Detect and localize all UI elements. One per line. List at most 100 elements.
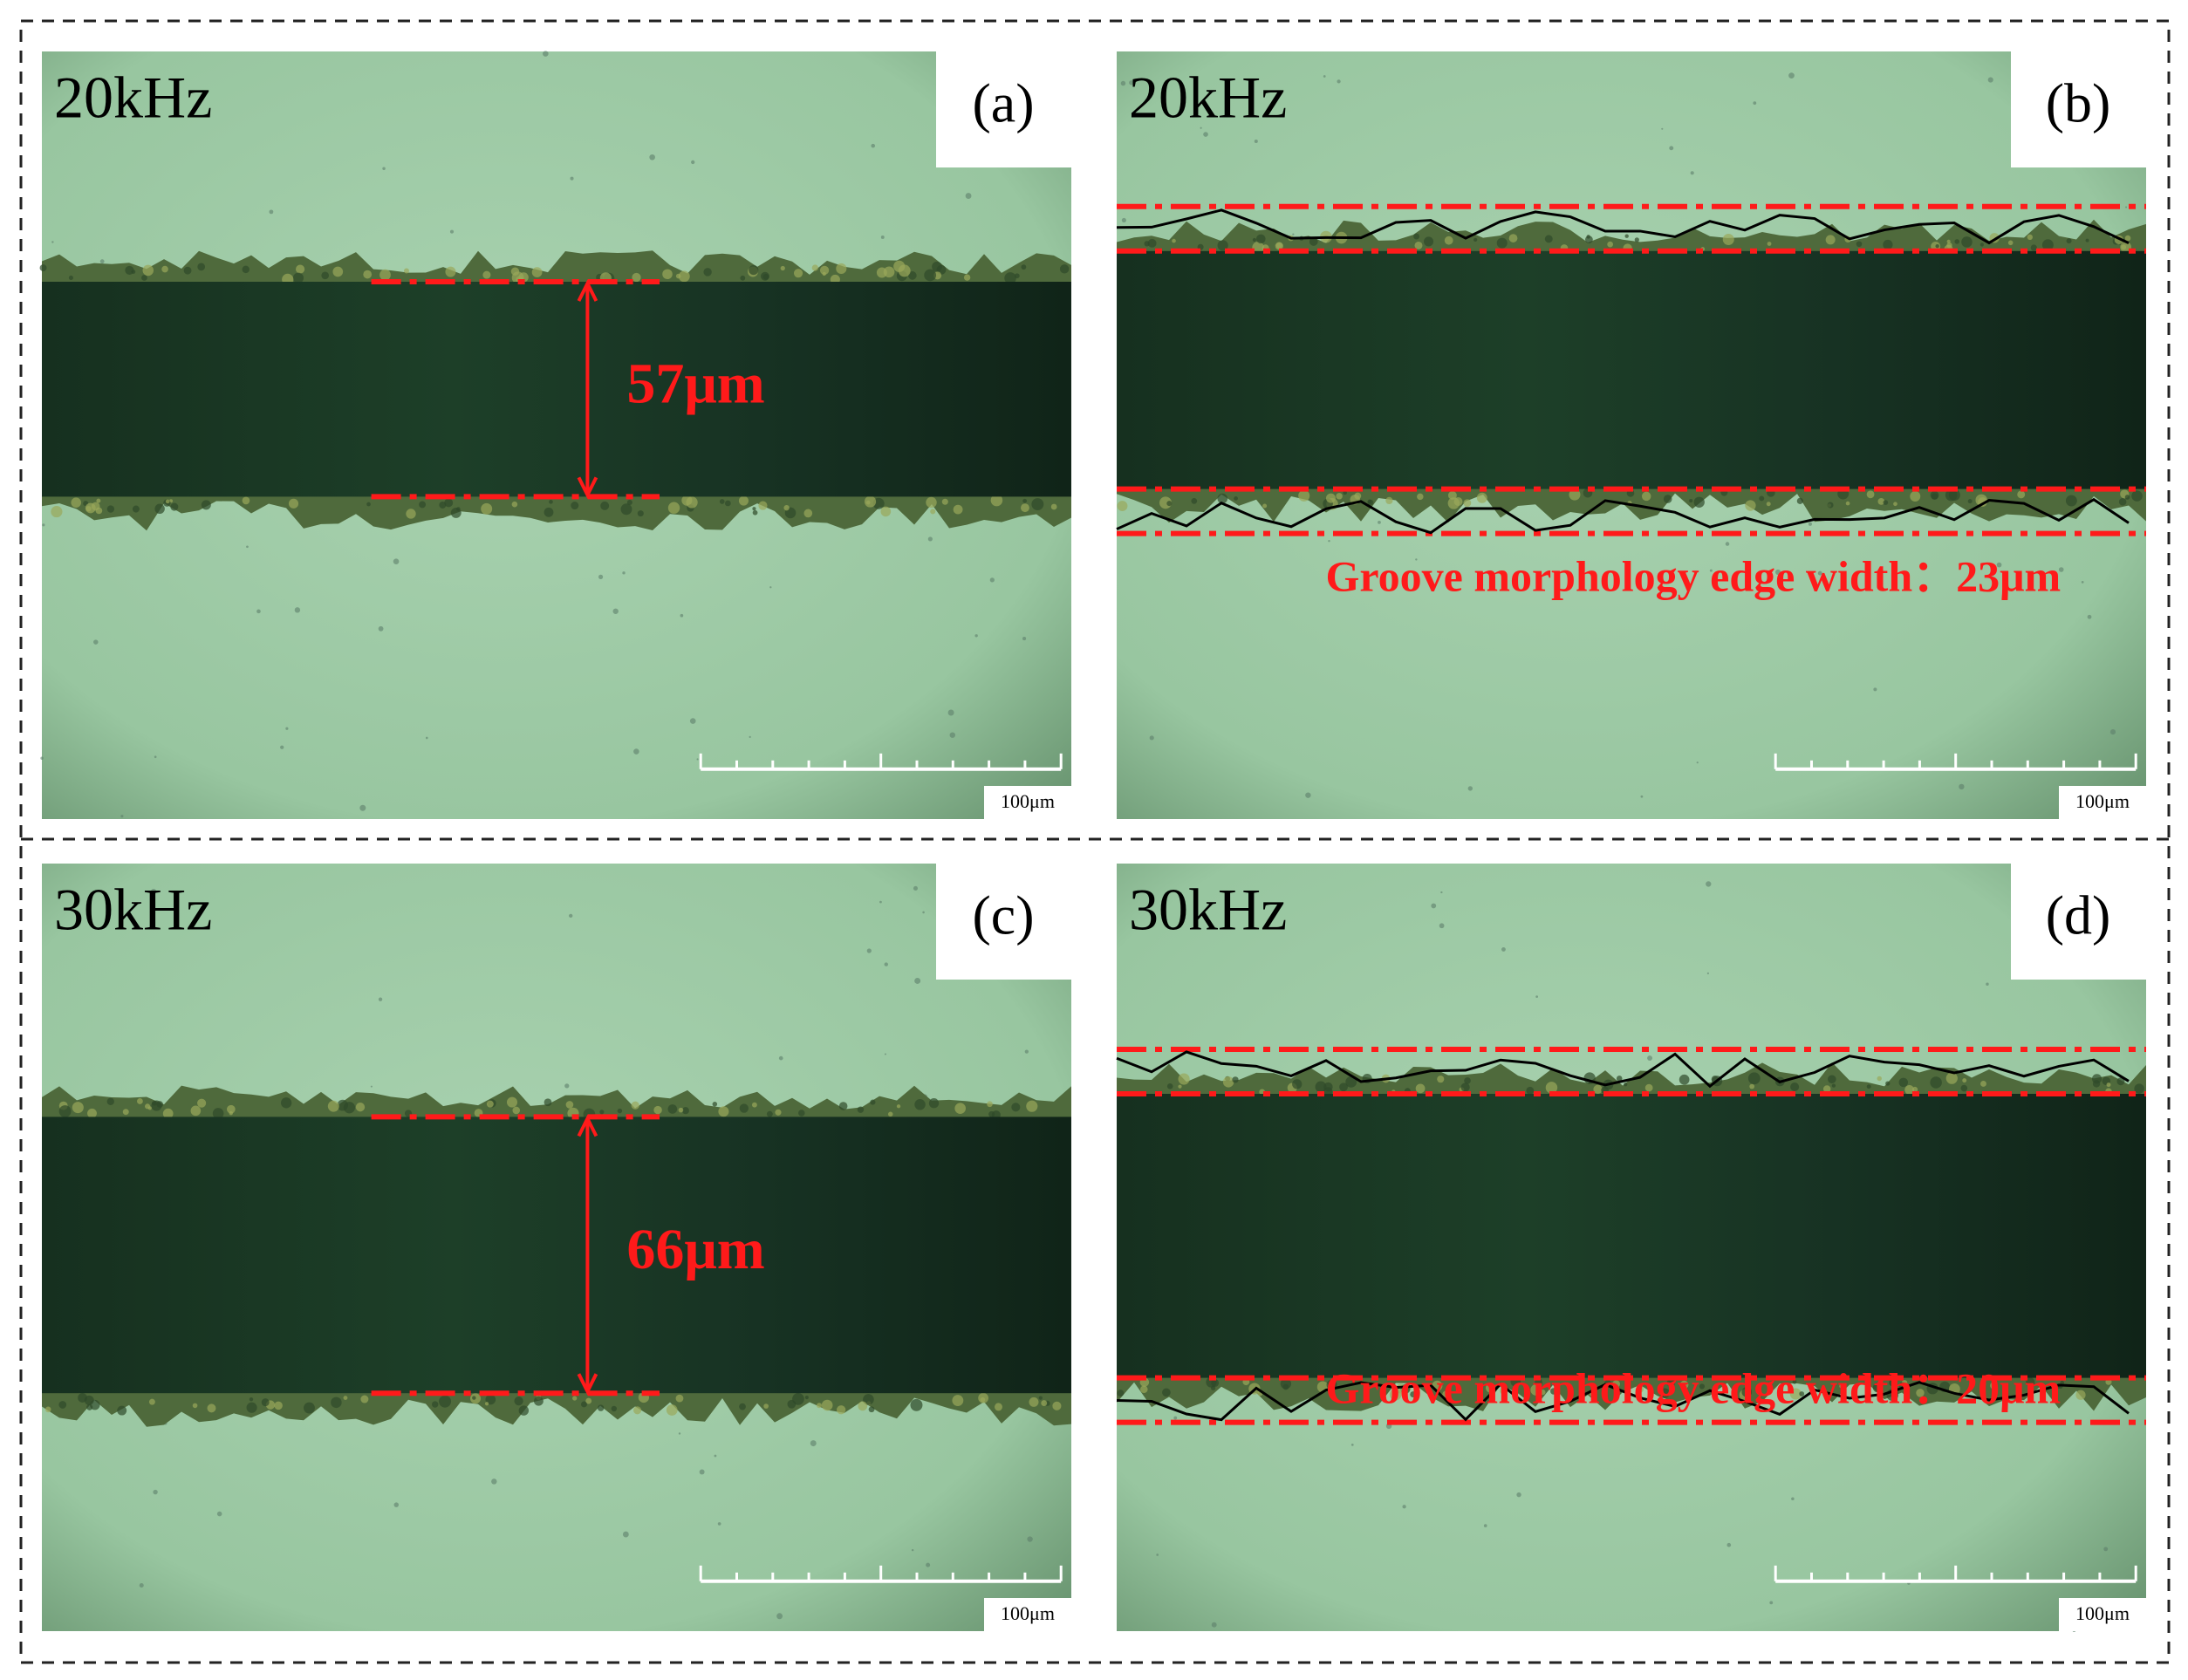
- panel-label-box: [2011, 864, 2146, 980]
- debris-grain: [261, 1398, 270, 1407]
- panel-label-box: [936, 864, 1071, 980]
- speck: [769, 586, 772, 589]
- speck: [1328, 539, 1330, 543]
- debris-grain: [366, 502, 371, 507]
- speck: [1022, 637, 1027, 641]
- debris-grain: [1945, 488, 1958, 502]
- debris-grain: [1282, 1383, 1289, 1390]
- debris-grain: [106, 505, 115, 513]
- debris-grain: [1298, 489, 1310, 502]
- debris-grain: [1234, 496, 1238, 501]
- panel: 57μm 100μm 20kHz (a): [39, 51, 1071, 819]
- debris-grain: [1473, 237, 1478, 242]
- debris-grain: [739, 1403, 746, 1410]
- speck: [1149, 735, 1154, 741]
- arrow-head: [577, 1114, 598, 1137]
- speck: [1873, 687, 1877, 692]
- speck: [1769, 1601, 1774, 1605]
- debris-grain: [1222, 1076, 1234, 1088]
- debris-grain: [712, 1102, 718, 1107]
- speck: [1203, 132, 1208, 137]
- debris-grain: [2106, 1082, 2111, 1088]
- debris-grain: [141, 275, 147, 281]
- scale-label: 100μm: [2075, 790, 2130, 812]
- debris-grain: [1904, 1085, 1915, 1095]
- debris-grain: [91, 502, 100, 511]
- width-measurement: 57μm: [626, 352, 764, 415]
- speck: [1129, 80, 1134, 85]
- debris-grain: [1910, 491, 1921, 502]
- debris-grain: [1990, 1382, 1998, 1390]
- debris-grain: [1029, 1397, 1039, 1407]
- debris-grain: [2131, 490, 2143, 502]
- speck: [1501, 946, 1506, 952]
- outer-border: [19, 19, 2171, 1664]
- debris-grain: [928, 1098, 940, 1109]
- debris-grain: [926, 496, 937, 509]
- speck: [564, 1083, 570, 1089]
- debris-grain: [2116, 1077, 2125, 1086]
- debris-grain: [1845, 501, 1850, 506]
- debris-grain: [87, 1108, 97, 1118]
- debris-grain: [432, 1401, 439, 1408]
- speck: [2103, 1547, 2109, 1552]
- debris-grain: [793, 269, 803, 278]
- debris-grain: [2041, 239, 2054, 251]
- arrow-head: [577, 1373, 598, 1396]
- debris-grain: [752, 509, 758, 516]
- debris-grain: [611, 1405, 618, 1412]
- debris-grain: [304, 1402, 315, 1414]
- debris-grain: [445, 266, 456, 277]
- debris-grain: [295, 264, 305, 274]
- debris-grain: [1117, 1390, 1125, 1397]
- debris-grain: [1178, 1084, 1182, 1089]
- debris-grain: [2075, 1390, 2086, 1400]
- debris-grain: [1911, 1086, 1918, 1093]
- debris-grain: [893, 260, 906, 272]
- speck: [153, 1489, 158, 1495]
- debris-grain: [1679, 1074, 1690, 1085]
- speck: [1516, 1492, 1521, 1498]
- debris-grain: [90, 1399, 100, 1410]
- scale-label-box: [984, 1598, 1071, 1631]
- debris-grain: [1385, 496, 1393, 505]
- debris-grain: [617, 1108, 623, 1114]
- speck: [2087, 614, 2092, 619]
- speck: [1120, 80, 1126, 86]
- debris-grain: [865, 500, 871, 505]
- debris-grain: [585, 1397, 592, 1404]
- debris-grain: [68, 275, 73, 281]
- speck: [1323, 75, 1326, 78]
- debris-grain: [1766, 502, 1771, 507]
- debris-grain: [486, 1100, 494, 1108]
- debris-grain: [1292, 1079, 1303, 1089]
- edge-contour: [1116, 1381, 2130, 1422]
- speck: [120, 815, 124, 818]
- speck: [1661, 127, 1664, 130]
- debris-grain: [836, 263, 847, 275]
- speck: [689, 718, 696, 724]
- debris-grain: [1031, 498, 1044, 511]
- debris-grain: [1453, 497, 1463, 506]
- debris-grain: [738, 495, 749, 506]
- debris-grain: [58, 1105, 72, 1117]
- speck: [1467, 786, 1473, 791]
- speck: [1706, 881, 1712, 887]
- debris-grain: [117, 1405, 127, 1416]
- debris-grain: [811, 264, 818, 271]
- speck: [1817, 570, 1822, 576]
- speck: [1439, 923, 1445, 929]
- debris-grain: [597, 1404, 605, 1411]
- debris-grain: [1946, 239, 1951, 243]
- speck: [926, 1562, 931, 1567]
- debris-grain: [1211, 1385, 1216, 1390]
- debris-grain: [952, 1395, 964, 1406]
- debris-grain: [192, 1403, 198, 1409]
- debris-grain: [924, 269, 937, 282]
- debris-grain: [343, 1396, 348, 1401]
- debris-grain: [675, 273, 681, 279]
- panel-label: (a): [972, 72, 1034, 134]
- debris-grain: [675, 1394, 684, 1403]
- debris-grain: [1689, 499, 1693, 503]
